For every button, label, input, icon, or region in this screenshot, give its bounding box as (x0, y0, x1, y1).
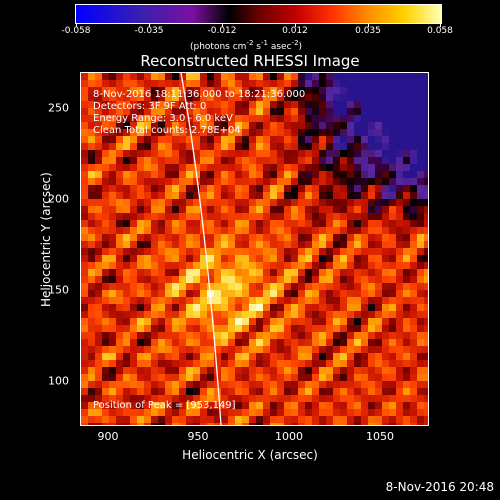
colorbar-tick-mark (222, 23, 223, 27)
heatmap-image (81, 73, 428, 425)
image-title: Reconstructed RHESSI Image (140, 52, 360, 70)
y-tick-label: 150 (48, 283, 69, 297)
y-tick-label: 200 (48, 192, 69, 206)
colorbar-tick-mark (149, 23, 150, 27)
x-tick-label: 900 (97, 430, 119, 443)
image-panel: 8-Nov-2016 18:11:36.000 to 18:21:36.000 … (80, 72, 429, 426)
colorbar-tick-label: -0.058 (61, 26, 91, 36)
colorbar-tick-mark (76, 23, 77, 27)
colorbar-tick-label: -0.012 (207, 26, 237, 36)
colorbar-tick-mark (295, 23, 296, 27)
detectors-label: Detectors: 3F 9F Att: 0 (93, 101, 207, 112)
y-tick-label: 100 (48, 374, 69, 388)
x-tick-label: 950 (187, 430, 209, 443)
x-tick-label: 1000 (275, 430, 303, 443)
colorbar (75, 4, 442, 27)
colorbar-tick-label: 0.035 (355, 26, 381, 36)
colorbar-tick-label: 0.058 (427, 26, 453, 36)
x-axis-title: Heliocentric X (arcsec) (182, 448, 318, 462)
energy-range-label: Energy Range: 3.0 - 6.0 keV (93, 113, 233, 124)
colorbar-tick-mark (368, 23, 369, 27)
colorbar-tick-label: 0.012 (282, 26, 308, 36)
y-tick-label: 250 (48, 101, 69, 115)
x-tick-label: 1050 (366, 430, 394, 443)
peak-position-label: Position of Peak = [953,149] (93, 400, 236, 411)
solar-limb-curve (180, 73, 222, 425)
colorbar-unit: (photons cm-2 s-1 asec-2) (190, 39, 303, 52)
colorbar-tick-label: -0.035 (134, 26, 164, 36)
y-axis-title: Heliocentric Y (arcsec) (39, 172, 53, 307)
timestamp: 8-Nov-2016 20:48 (385, 480, 494, 494)
method-counts-label: Clean Total counts: 2.78E+04 (93, 125, 241, 136)
colorbar-tick-mark (440, 23, 441, 27)
time-range-label: 8-Nov-2016 18:11:36.000 to 18:21:36.000 (93, 89, 306, 100)
